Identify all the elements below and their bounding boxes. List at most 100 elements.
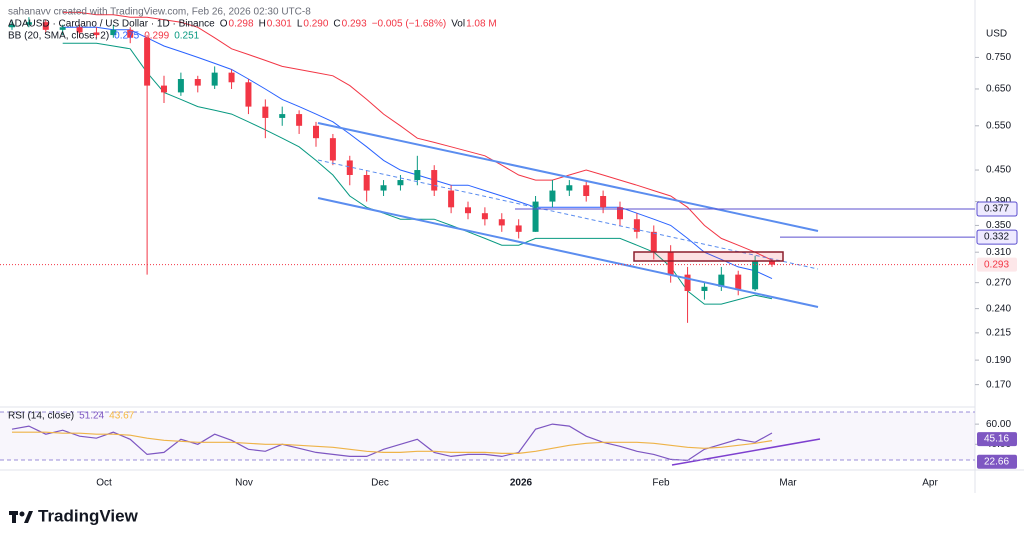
volume-value: 1.08 M	[466, 19, 497, 30]
rsi-badge	[977, 454, 1017, 469]
y-tick-label: 0.450	[986, 165, 1011, 176]
rsi-badge	[977, 432, 1017, 447]
ohlc-key: L	[297, 19, 303, 30]
candle-body	[617, 207, 623, 220]
candle-body	[583, 185, 590, 197]
candle-body	[769, 260, 775, 265]
ohlc-key: O	[220, 19, 228, 30]
last-price-badge	[977, 257, 1017, 272]
bb-upper-value: 0.299	[144, 31, 169, 42]
candle-body	[42, 22, 49, 30]
y-tick-label: 0.550	[986, 120, 1011, 131]
ohlc-key: H	[259, 19, 266, 30]
rsi-tick-label: 60.00	[986, 419, 1011, 430]
bb-lower-value: 0.251	[174, 31, 199, 42]
candle-body	[363, 174, 370, 191]
x-tick-label: Dec	[371, 478, 389, 489]
y-tick-label: 0.215	[986, 328, 1011, 339]
candle-body	[9, 24, 15, 28]
candle-body	[498, 219, 505, 226]
candle-body	[515, 225, 522, 232]
ohlc-change: −0.005 (−1.68%)	[372, 19, 447, 30]
x-tick-label: 2026	[510, 478, 533, 489]
candle-body	[397, 180, 404, 186]
rsi-badge-label: 45.16	[984, 434, 1009, 445]
legend-symbol: ADAUSD · Cardano / US Dollar · 1D · Bina…	[8, 19, 215, 30]
level-label: 0.332	[984, 232, 1009, 243]
candle-body	[25, 22, 32, 25]
candle-body	[431, 170, 438, 191]
bb-legend-label: BB (20, SMA, close, 2)	[8, 31, 109, 42]
x-tick-label: Mar	[779, 478, 797, 489]
rsi-badge-label: 22.66	[984, 456, 1009, 467]
candle-body	[718, 274, 725, 287]
level-label: 0.377	[984, 204, 1009, 215]
candle-body	[194, 79, 201, 86]
candle-body	[448, 190, 455, 208]
x-tick-label: Apr	[922, 478, 938, 489]
candle-body	[76, 27, 83, 33]
axis-unit: USD	[986, 29, 1007, 40]
candle-body	[228, 72, 235, 83]
ohlc-open: 0.298	[229, 19, 254, 30]
candle-body	[752, 260, 759, 290]
y-tick-label: 0.750	[986, 52, 1011, 63]
channel-upper	[317, 122, 819, 232]
candle-body	[144, 37, 151, 86]
candle-body	[549, 190, 556, 202]
candle-body	[735, 274, 742, 290]
candle-body	[161, 85, 167, 93]
x-tick-label: Nov	[235, 478, 253, 489]
candle-body	[684, 274, 691, 291]
level-badge	[976, 201, 1018, 217]
channel-mid	[317, 159, 819, 270]
bb-basis-value: 0.275	[114, 31, 139, 42]
candle-body	[380, 185, 387, 191]
candle-body	[245, 82, 252, 107]
candle-body	[59, 27, 66, 30]
candle-body	[600, 196, 607, 208]
candle-body	[296, 114, 303, 126]
rsi-line	[12, 431, 773, 454]
rsi-line	[11, 423, 773, 462]
candle-body	[346, 160, 353, 175]
channel-lower	[317, 197, 819, 308]
candle-body	[177, 79, 184, 93]
candle-body	[633, 219, 640, 232]
ohlc-close: 0.293	[342, 19, 367, 30]
candle-body	[532, 201, 539, 232]
volume-key: Vol	[451, 19, 465, 30]
candle-body	[465, 207, 471, 214]
y-tick-label: 0.240	[986, 303, 1011, 314]
candle-body	[262, 106, 269, 118]
ohlc-key: C	[333, 19, 340, 30]
y-tick-label: 0.310	[986, 247, 1011, 258]
candle-body	[110, 29, 117, 36]
overlay	[0, 208, 975, 266]
y-tick-label: 0.650	[986, 84, 1011, 95]
candle-body	[279, 114, 286, 118]
candle-body	[481, 213, 488, 220]
x-tick-label: Feb	[652, 478, 670, 489]
candle-body	[667, 252, 674, 275]
y-tick-label: 0.170	[986, 379, 1011, 390]
bb-upper	[62, 11, 773, 261]
rsi-ma-value: 43.67	[109, 411, 134, 422]
resistance-zone	[633, 251, 784, 262]
candle-body	[329, 138, 336, 161]
rsi-band-fill	[0, 412, 975, 460]
ohlc-high: 0.301	[267, 19, 292, 30]
y-tick-label: 0.350	[986, 220, 1011, 231]
candle-body	[93, 32, 100, 36]
candle-body	[313, 125, 319, 139]
brand-name: TradingView	[38, 506, 139, 525]
y-tick-label: 0.270	[986, 277, 1011, 288]
candle-body	[650, 231, 657, 253]
candle-body	[127, 29, 134, 38]
candle-body	[701, 286, 708, 291]
ohlc-low: 0.290	[303, 19, 328, 30]
last-price-label: 0.293	[984, 259, 1009, 270]
